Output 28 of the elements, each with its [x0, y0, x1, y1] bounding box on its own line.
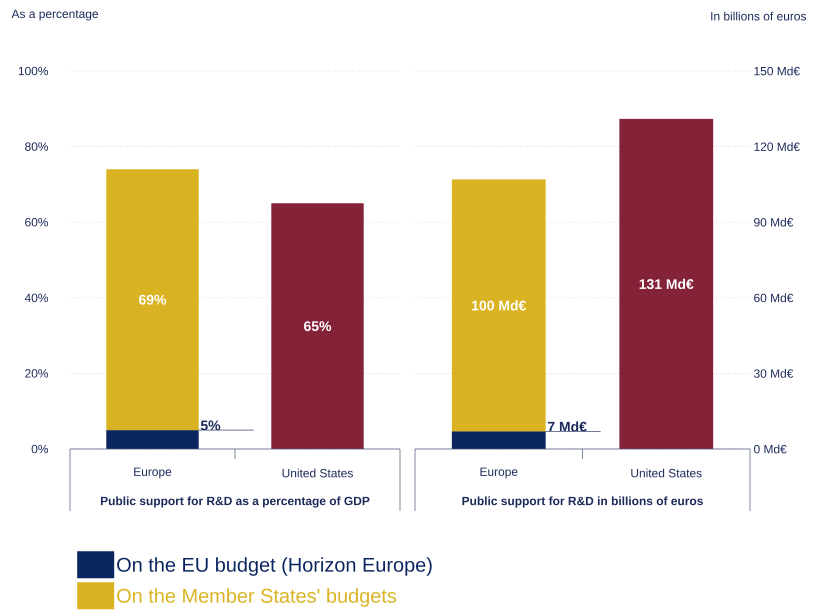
y-tick-label: 120 Md€ [754, 142, 800, 151]
legend-label: On the EU budget (Horizon Europe) [117, 557, 432, 576]
data-label: 131 Md€ [640, 278, 694, 290]
y-axis-title: In billions of euros [711, 12, 806, 20]
x-tick-label: Europe [480, 468, 518, 478]
data-label: 7 Md€ [548, 421, 587, 432]
y-tick-label: 60 Md€ [754, 293, 794, 302]
y-tick-label: 150 Md€ [754, 66, 800, 76]
y-tick-label: 0% [32, 444, 48, 454]
y-tick-label: 80% [25, 142, 48, 151]
x-axis-title: Public support for R&D as a percentage of GDP [100, 496, 370, 508]
y-tick-label: 60% [25, 218, 48, 226]
data-label: 100 Md€ [472, 300, 526, 310]
x-axis-title: Public support for R&D in billions of euros [462, 496, 703, 508]
data-label: 69% [139, 294, 166, 305]
y-tick-label: 40% [24, 294, 48, 302]
y-tick-label: 90 Md€ [754, 218, 794, 227]
x-tick-label: Europe [134, 468, 172, 478]
x-tick-label: United States [631, 468, 702, 478]
y-tick-label: 30 Md€ [754, 369, 794, 378]
x-tick-label: United States [282, 468, 353, 478]
y-tick-label: 20% [25, 369, 48, 378]
y-tick-label: 0 Md€ [754, 444, 787, 454]
data-label: 5% [200, 420, 220, 430]
data-label: 65% [304, 321, 332, 332]
y-axis-title: As a percentage [12, 10, 98, 20]
y-tick-label: 100% [18, 66, 48, 76]
legend-label: On the Member States' budgets [117, 588, 396, 607]
